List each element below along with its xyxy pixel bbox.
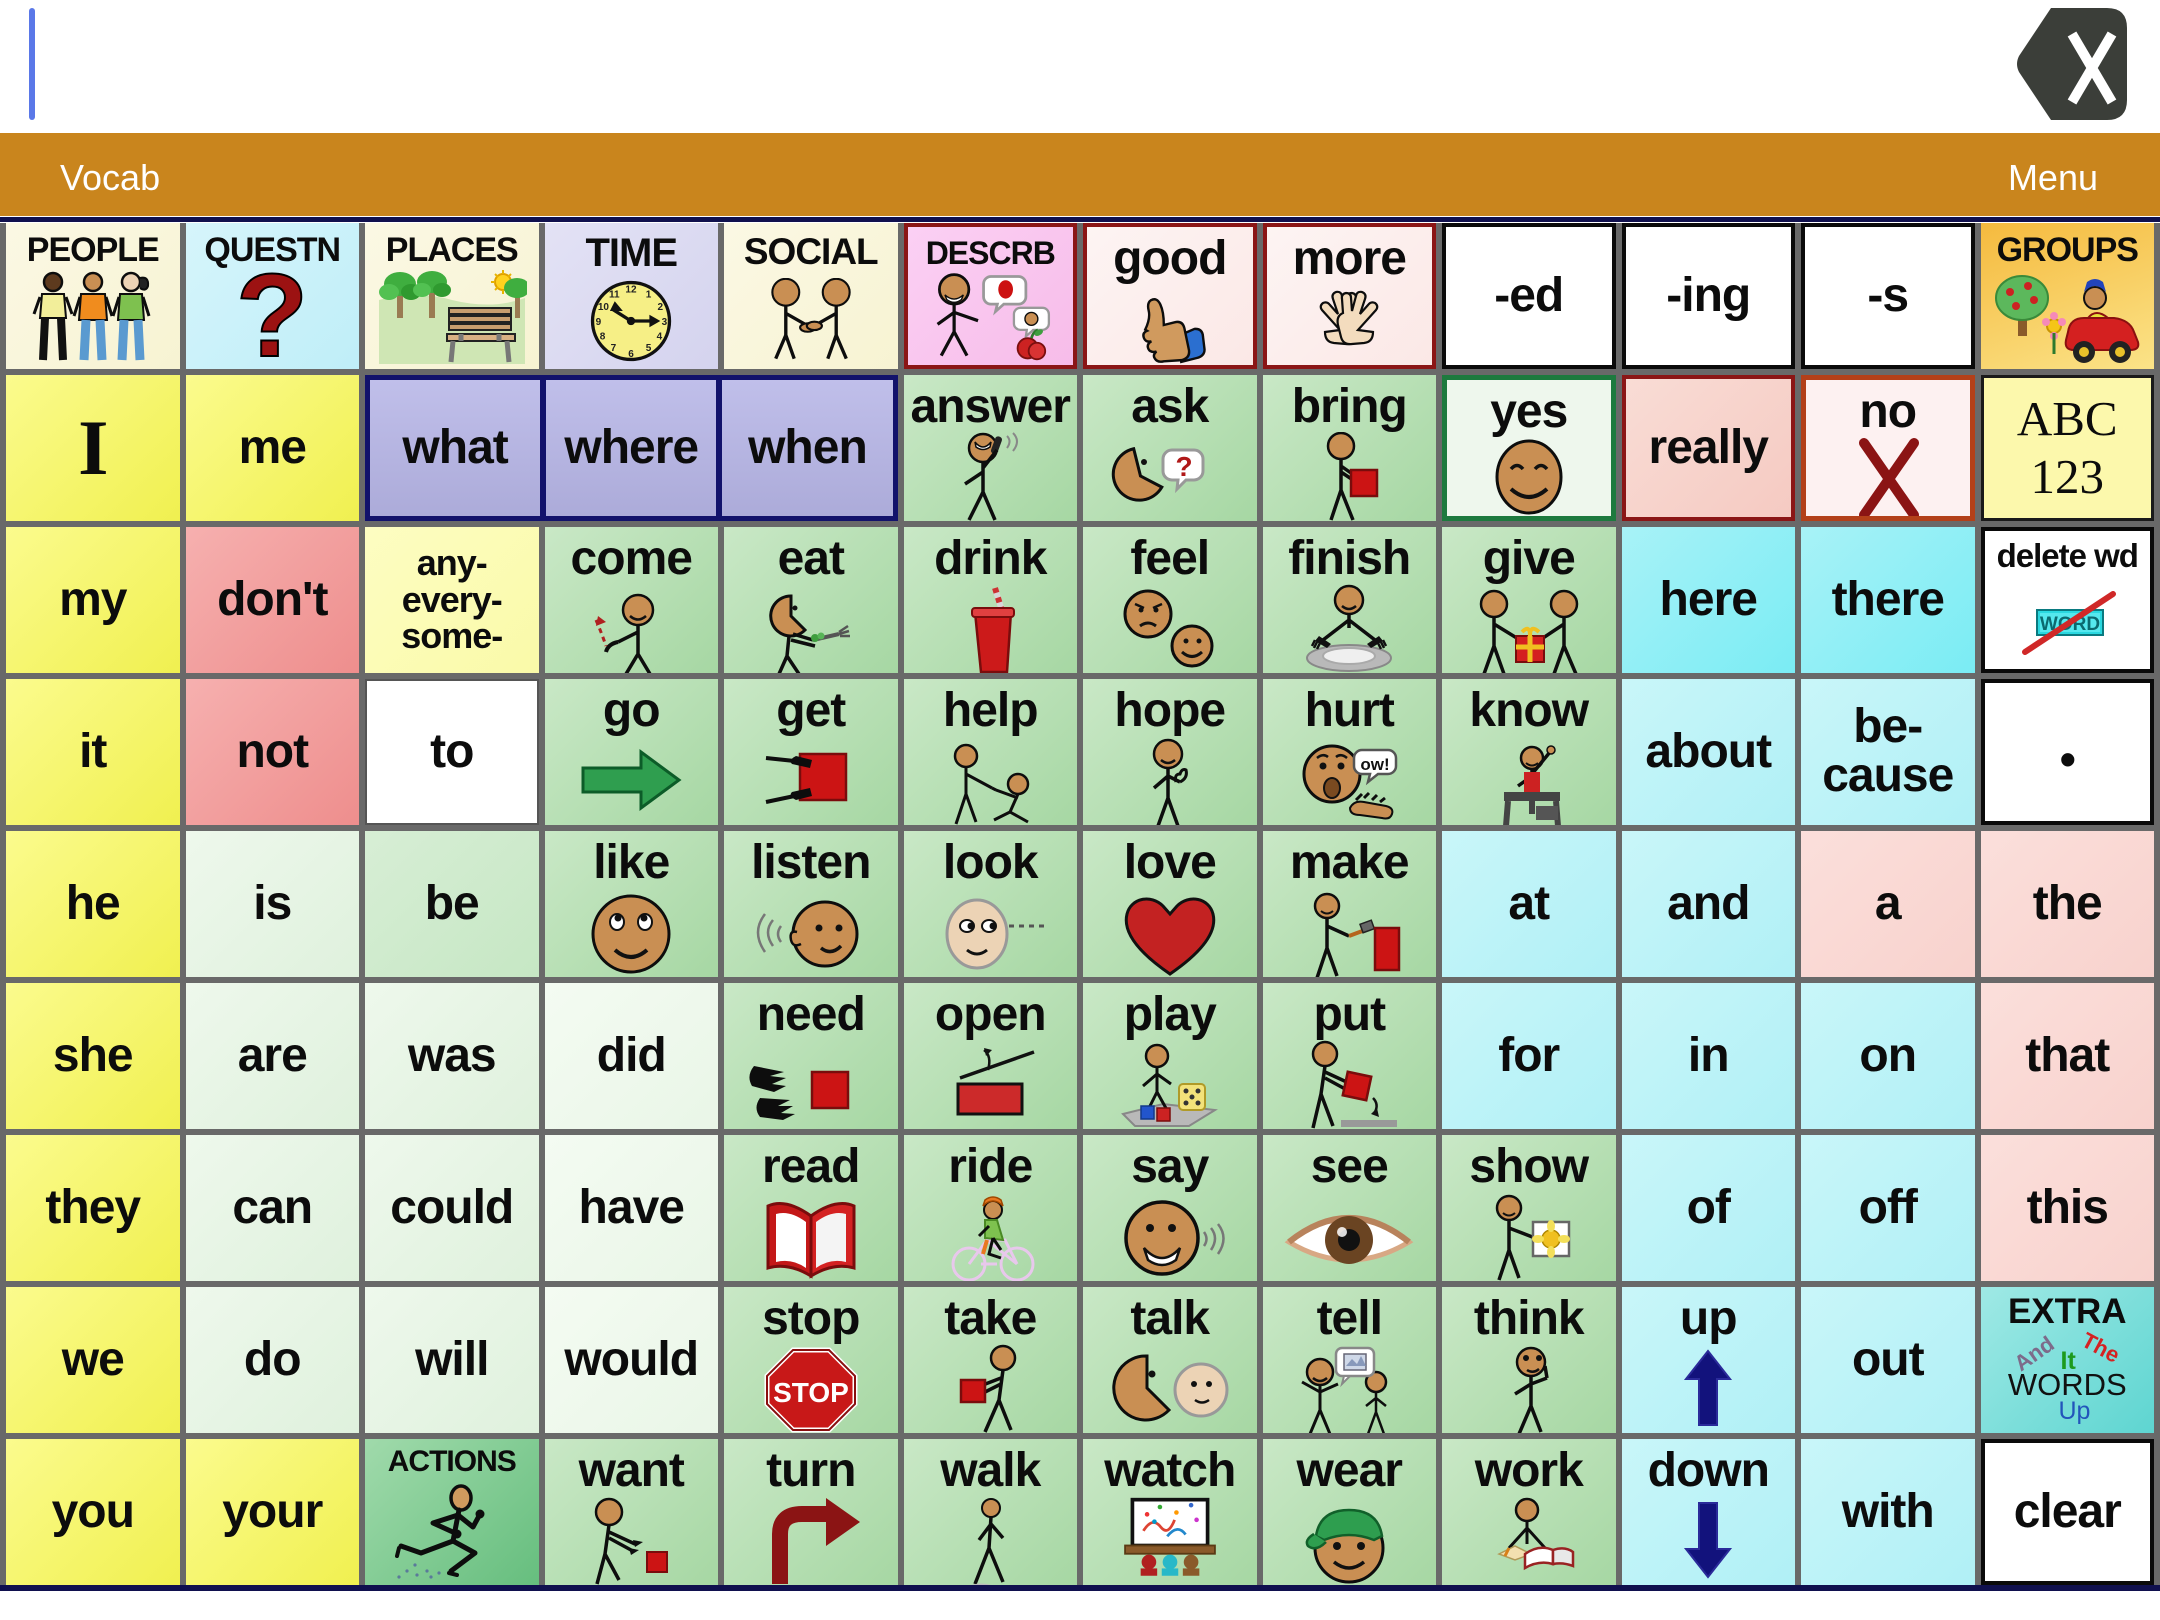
svg-text:3: 3	[662, 318, 668, 329]
svg-text:STOP: STOP	[773, 1377, 849, 1408]
svg-text:9: 9	[596, 318, 602, 329]
svg-text:2: 2	[658, 303, 664, 314]
svg-text:?: ?	[1175, 451, 1192, 482]
svg-text:5: 5	[646, 343, 652, 354]
svg-text:?: ?	[236, 268, 308, 368]
svg-text:6: 6	[628, 349, 634, 360]
svg-text:10: 10	[598, 303, 610, 314]
svg-text:ow!: ow!	[1361, 755, 1390, 774]
svg-text:1: 1	[646, 290, 652, 301]
svg-text:11: 11	[609, 290, 620, 301]
svg-text:4: 4	[657, 332, 663, 343]
svg-text:8: 8	[600, 332, 606, 343]
svg-text:7: 7	[611, 343, 617, 354]
svg-text:12: 12	[626, 285, 638, 296]
